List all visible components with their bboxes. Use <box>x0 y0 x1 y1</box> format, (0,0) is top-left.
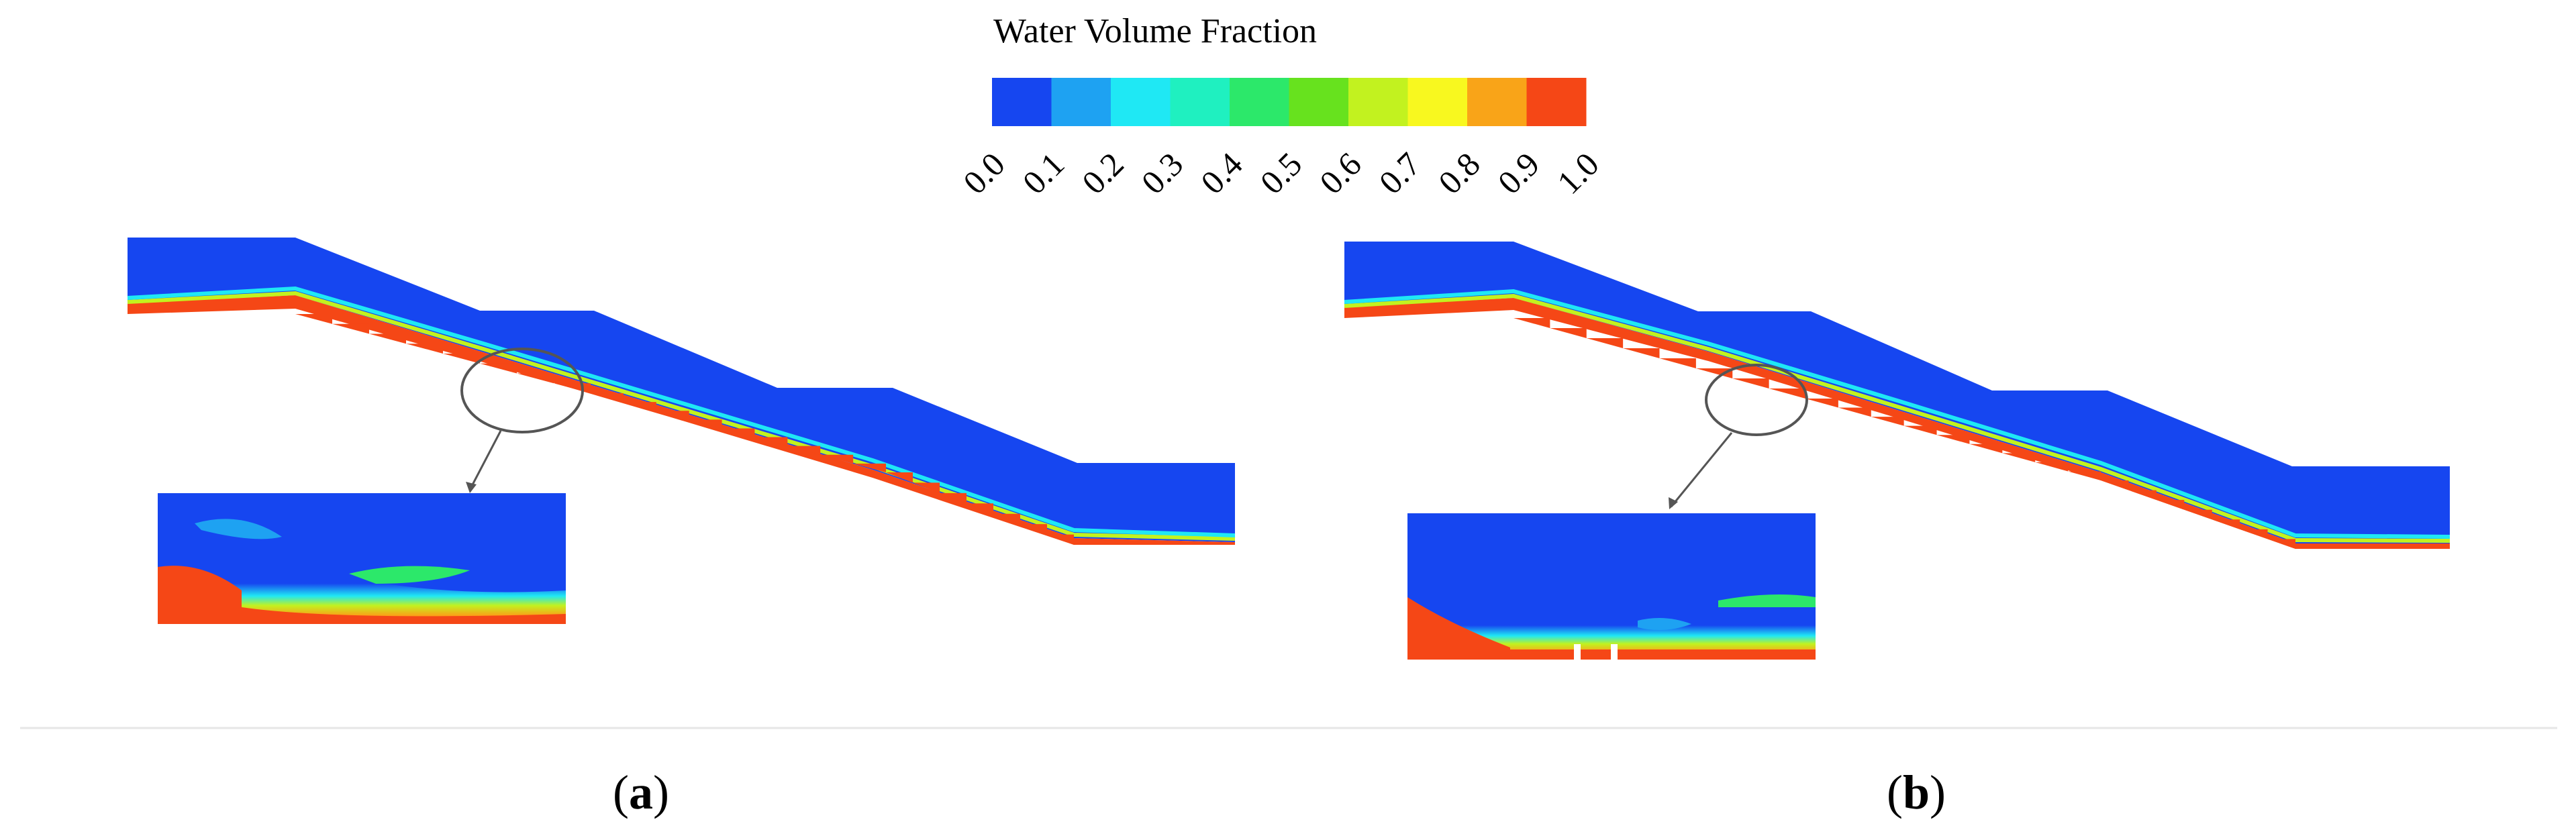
legend-swatch <box>1111 78 1171 126</box>
step <box>1936 435 1970 444</box>
step <box>993 513 1020 525</box>
legend-tick-label: 1.0 <box>1550 145 1606 201</box>
step <box>2035 462 2069 472</box>
legend-tick-label: 0.4 <box>1193 145 1250 201</box>
panel-a-arrow-head <box>466 482 477 493</box>
legend-swatch <box>1467 78 1527 126</box>
step <box>332 323 369 334</box>
step <box>722 428 755 437</box>
step <box>369 333 406 344</box>
panel-b-spillway <box>1344 242 2450 660</box>
step <box>2156 500 2185 510</box>
legend-tick-labels: 0.0 0.1 0.2 0.3 0.4 0.5 0.6 0.7 0.8 0.9 1.0 <box>956 145 1606 201</box>
step <box>443 354 480 364</box>
step <box>591 393 624 403</box>
step <box>1969 444 2003 454</box>
step <box>1732 378 1769 388</box>
step <box>2212 519 2240 529</box>
legend-colorbar <box>992 78 1587 126</box>
step <box>2267 539 2295 549</box>
step <box>517 373 554 384</box>
step <box>689 419 722 429</box>
legend-swatch <box>1289 78 1349 126</box>
step <box>1047 534 1074 545</box>
legend-tick-label: 0.0 <box>956 145 1012 201</box>
step <box>2101 480 2129 490</box>
step <box>554 383 591 393</box>
panel-b-air-region <box>1344 242 2450 543</box>
step <box>787 446 821 455</box>
step <box>1586 338 1624 348</box>
step <box>1020 524 1047 535</box>
step <box>2002 453 2036 462</box>
panel-b-zoom-ellipse <box>1705 364 1808 436</box>
legend-swatch <box>1348 78 1408 126</box>
panel-b-mixing-layer-cyan <box>1344 289 2450 539</box>
legend-tick-label: 0.9 <box>1491 145 1547 201</box>
step <box>2068 471 2101 480</box>
step <box>940 492 967 504</box>
panel-label-b: (b) <box>1887 766 1946 819</box>
panel-b-zoom-arrow <box>1670 432 1733 507</box>
legend-tick-label: 0.8 <box>1431 145 1487 201</box>
step <box>2128 490 2157 501</box>
legend-tick-label: 0.6 <box>1312 145 1369 201</box>
step <box>886 472 913 483</box>
step <box>406 344 443 354</box>
panel-a-zoom-inset <box>158 493 566 624</box>
legend-swatch <box>1526 78 1587 126</box>
step <box>1514 318 1550 328</box>
panel-b-zoom-inset <box>1407 513 1816 660</box>
legend-swatch <box>992 78 1052 126</box>
step <box>967 503 993 514</box>
step <box>820 454 854 464</box>
step <box>1871 417 1904 426</box>
step <box>1550 328 1587 338</box>
panel-a-mixing-layer-cyan <box>127 286 1236 537</box>
step <box>480 363 517 374</box>
panel-label-a: (a) <box>613 766 669 819</box>
legend-swatch <box>1170 78 1230 126</box>
legend-tick-label: 0.3 <box>1134 145 1191 201</box>
step <box>2184 509 2212 520</box>
panel-b-arrow-head <box>1669 497 1678 509</box>
legend-title: Water Volume Fraction <box>993 12 1317 50</box>
legend-tick-label: 0.7 <box>1372 145 1428 201</box>
legend-swatch <box>1051 78 1111 126</box>
step <box>1769 388 1805 399</box>
panel-a-zoom-arrow <box>468 430 502 490</box>
step <box>2240 529 2268 539</box>
step <box>1695 368 1733 378</box>
legend-tick-label: 0.2 <box>1075 145 1131 201</box>
legend-tick-label: 0.1 <box>1015 145 1072 201</box>
panel-a-zoom-ellipse <box>460 348 584 433</box>
legend-swatch <box>1230 78 1289 126</box>
step <box>1838 407 1871 417</box>
step <box>623 402 656 411</box>
step <box>754 437 788 446</box>
step <box>913 482 940 493</box>
legend-tick-label: 0.5 <box>1253 145 1309 201</box>
step <box>1623 348 1660 358</box>
step <box>1805 399 1838 408</box>
step <box>295 314 332 324</box>
panel-a-air-region <box>128 238 1235 542</box>
step <box>656 411 689 420</box>
step <box>1903 425 1937 435</box>
panel-a-spillway <box>127 238 1236 624</box>
legend-swatch <box>1407 78 1468 126</box>
panel-a-water-film <box>128 295 1235 545</box>
step <box>853 463 886 472</box>
panel-b-steps <box>1514 318 2295 549</box>
step <box>1659 358 1696 368</box>
